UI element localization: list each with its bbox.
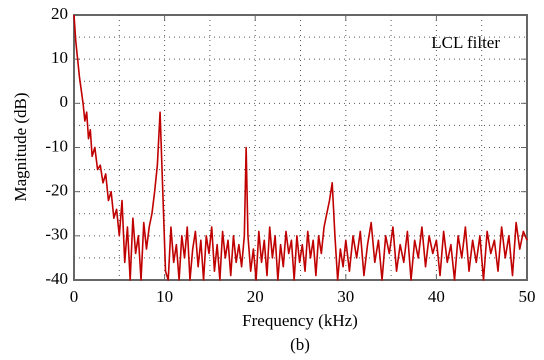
y-tick-label: -20 xyxy=(45,181,68,200)
x-axis-label: Frequency (kHz) xyxy=(242,311,358,330)
x-tick-label: 30 xyxy=(337,287,354,306)
y-tick-label: -10 xyxy=(45,136,68,155)
y-tick-label: 20 xyxy=(51,4,68,23)
x-tick-label: 40 xyxy=(428,287,445,306)
caption: (b) xyxy=(290,335,310,354)
x-tick-label: 50 xyxy=(519,287,536,306)
annotation: LCL filter xyxy=(431,33,500,52)
y-axis-label: Magnitude (dB) xyxy=(11,92,30,201)
x-tick-label: 20 xyxy=(247,287,264,306)
y-tick-label: 0 xyxy=(60,92,69,111)
x-tick-label: 10 xyxy=(156,287,173,306)
x-tick-label: 0 xyxy=(70,287,79,306)
y-tick-label: -40 xyxy=(45,269,68,288)
y-tick-label: 10 xyxy=(51,48,68,67)
y-tick-label: -30 xyxy=(45,225,68,244)
spectrum-line xyxy=(73,14,528,281)
